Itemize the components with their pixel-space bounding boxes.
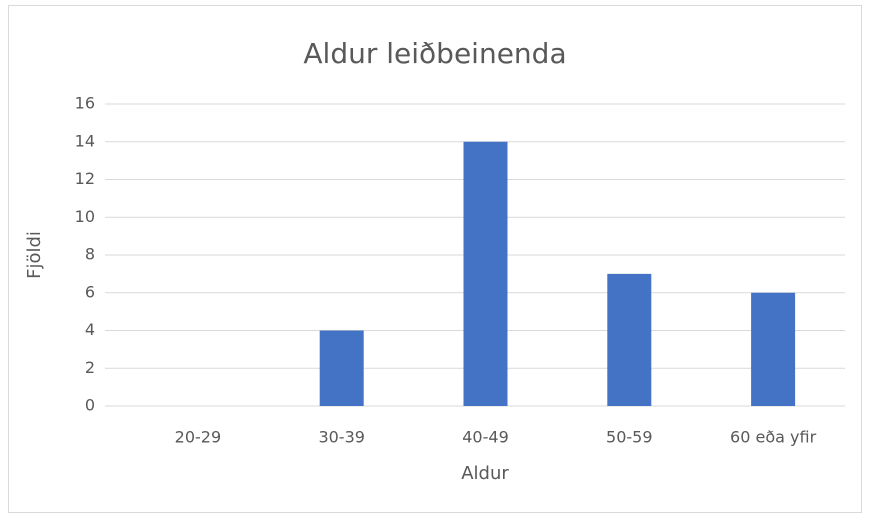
bar xyxy=(463,141,508,406)
y-tick-label: 2 xyxy=(85,358,95,377)
chart-frame xyxy=(8,5,862,513)
x-tick-label: 20-29 xyxy=(175,428,222,447)
x-tick-label: 40-49 xyxy=(462,428,509,447)
y-tick-label: 10 xyxy=(75,207,95,226)
bar xyxy=(607,273,652,406)
bar xyxy=(751,292,796,406)
y-axis-label: Fjöldi xyxy=(24,231,45,279)
y-tick-label: 0 xyxy=(85,396,95,415)
chart-title: Aldur leiðbeinenda xyxy=(303,37,566,70)
bar xyxy=(319,330,364,406)
y-tick-label: 16 xyxy=(75,94,95,113)
y-tick-label: 6 xyxy=(85,282,95,301)
x-tick-label: 60 eða yfir xyxy=(730,428,817,447)
y-tick-label: 14 xyxy=(75,131,95,150)
x-tick-label: 50-59 xyxy=(606,428,653,447)
y-tick-label: 4 xyxy=(85,320,95,339)
y-tick-label: 8 xyxy=(85,245,95,264)
y-tick-label: 12 xyxy=(75,169,95,188)
x-tick-label: 30-39 xyxy=(318,428,365,447)
x-axis-label: Aldur xyxy=(461,463,509,484)
